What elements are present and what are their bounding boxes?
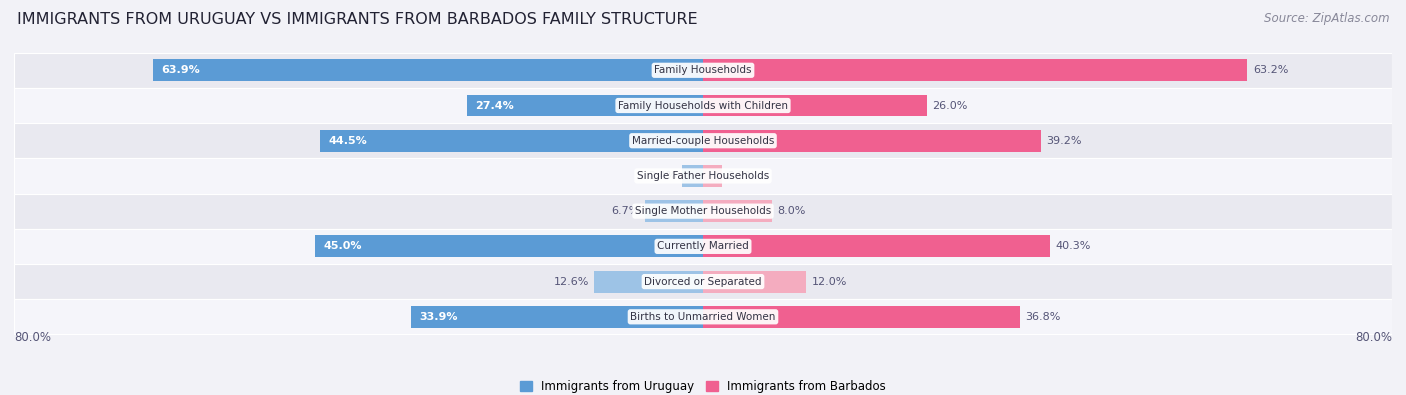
Bar <box>467 94 703 117</box>
Bar <box>14 88 1392 123</box>
Text: 26.0%: 26.0% <box>932 100 967 111</box>
Text: Family Households with Children: Family Households with Children <box>619 100 787 111</box>
Bar <box>153 59 703 81</box>
Bar <box>703 59 1247 81</box>
Text: 45.0%: 45.0% <box>323 241 363 251</box>
Text: 80.0%: 80.0% <box>1355 331 1392 344</box>
Bar <box>14 299 1392 335</box>
Bar <box>703 130 1040 152</box>
Bar <box>14 264 1392 299</box>
Text: 63.9%: 63.9% <box>160 65 200 75</box>
Bar <box>315 235 703 257</box>
Bar <box>595 271 703 293</box>
Bar <box>703 165 721 187</box>
Text: Single Mother Households: Single Mother Households <box>636 206 770 216</box>
Bar <box>645 200 703 222</box>
Text: 8.0%: 8.0% <box>778 206 806 216</box>
Text: 40.3%: 40.3% <box>1056 241 1091 251</box>
Text: IMMIGRANTS FROM URUGUAY VS IMMIGRANTS FROM BARBADOS FAMILY STRUCTURE: IMMIGRANTS FROM URUGUAY VS IMMIGRANTS FR… <box>17 12 697 27</box>
Bar <box>703 235 1050 257</box>
Legend: Immigrants from Uruguay, Immigrants from Barbados: Immigrants from Uruguay, Immigrants from… <box>515 376 891 395</box>
Bar <box>703 200 772 222</box>
Text: 80.0%: 80.0% <box>14 331 51 344</box>
Text: 6.7%: 6.7% <box>612 206 640 216</box>
Text: Divorced or Separated: Divorced or Separated <box>644 276 762 287</box>
Text: 2.2%: 2.2% <box>727 171 756 181</box>
Text: 12.0%: 12.0% <box>811 276 848 287</box>
Bar <box>14 123 1392 158</box>
Text: 12.6%: 12.6% <box>554 276 589 287</box>
Text: 39.2%: 39.2% <box>1046 136 1081 146</box>
Text: Family Households: Family Households <box>654 65 752 75</box>
Text: 27.4%: 27.4% <box>475 100 515 111</box>
Bar <box>14 229 1392 264</box>
Text: 33.9%: 33.9% <box>419 312 458 322</box>
Bar <box>682 165 703 187</box>
Text: Source: ZipAtlas.com: Source: ZipAtlas.com <box>1264 12 1389 25</box>
Text: 36.8%: 36.8% <box>1025 312 1060 322</box>
Text: Currently Married: Currently Married <box>657 241 749 251</box>
Bar <box>703 94 927 117</box>
Text: Single Father Households: Single Father Households <box>637 171 769 181</box>
Bar <box>703 271 807 293</box>
Text: 44.5%: 44.5% <box>328 136 367 146</box>
Bar <box>14 53 1392 88</box>
Bar <box>14 158 1392 194</box>
Bar <box>319 130 703 152</box>
Text: 63.2%: 63.2% <box>1253 65 1288 75</box>
Bar <box>703 306 1019 328</box>
Text: Births to Unmarried Women: Births to Unmarried Women <box>630 312 776 322</box>
Text: Married-couple Households: Married-couple Households <box>631 136 775 146</box>
Bar <box>14 194 1392 229</box>
Bar <box>411 306 703 328</box>
Text: 2.4%: 2.4% <box>648 171 676 181</box>
